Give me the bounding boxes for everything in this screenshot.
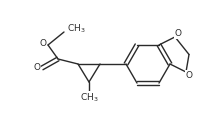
Text: O: O xyxy=(39,39,46,48)
Text: O: O xyxy=(185,70,192,79)
Text: O: O xyxy=(34,63,41,72)
Text: O: O xyxy=(174,29,181,38)
Text: CH$_3$: CH$_3$ xyxy=(80,92,98,104)
Text: CH$_3$: CH$_3$ xyxy=(67,23,85,35)
